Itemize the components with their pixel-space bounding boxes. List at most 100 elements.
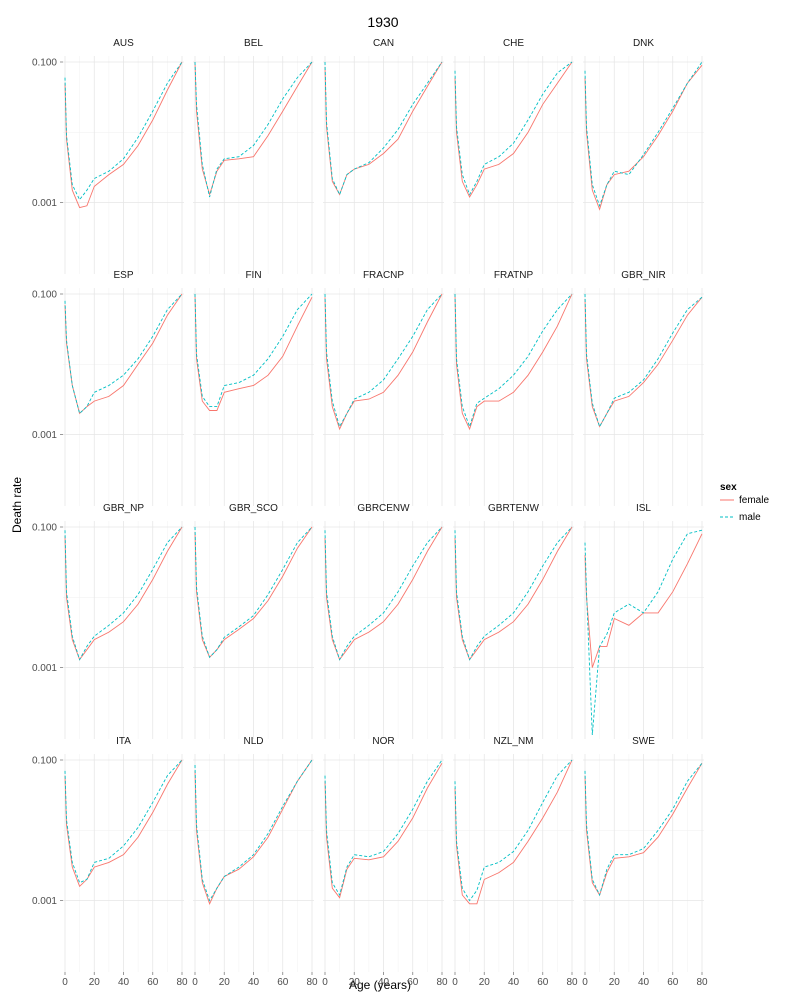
- facet-panel-gbr_nir: GBR_NIR: [583, 270, 704, 506]
- facet-panel-nzl_nm: NZL_NM: [453, 736, 574, 972]
- series-line-male: [194, 61, 313, 198]
- x-tick-label: 0: [192, 977, 198, 988]
- series-line-male: [324, 61, 443, 196]
- x-tick-label: 60: [667, 977, 679, 988]
- facet-panel-swe: SWE: [583, 736, 704, 972]
- facet-label: GBR_NP: [103, 503, 144, 514]
- x-tick-label: 20: [479, 977, 491, 988]
- x-tick-label: 0: [322, 977, 328, 988]
- x-tick-label: 40: [638, 977, 650, 988]
- x-tick-label: 80: [696, 977, 708, 988]
- facet-label: DNK: [633, 38, 654, 49]
- series-line-female: [194, 293, 313, 411]
- series-line-male: [584, 529, 703, 736]
- facet-panels: AUS BEL CAN CHE DNK ESP FIN FRACNP FRATNP GBR_NIR…: [63, 38, 704, 972]
- facet-label: NOR: [372, 736, 394, 747]
- facet-panel-esp: ESP: [63, 270, 184, 506]
- x-axis-title: Age (years): [349, 978, 411, 992]
- y-tick-label: 0.100: [32, 523, 57, 534]
- x-tick-label: 40: [118, 977, 130, 988]
- series-line-male: [584, 762, 703, 897]
- facet-panel-fin: FIN: [193, 270, 314, 506]
- x-tick-label: 80: [176, 977, 188, 988]
- series-line-female: [454, 293, 573, 431]
- facet-label: ISL: [636, 503, 651, 514]
- series-line-female: [324, 526, 443, 661]
- facet-label: CAN: [373, 38, 394, 49]
- series-line-female: [64, 61, 183, 209]
- x-tick-label: 20: [89, 977, 101, 988]
- facet-label: GBRTENW: [488, 503, 539, 514]
- facet-panel-dnk: DNK: [583, 38, 704, 274]
- x-tick-label: 60: [407, 977, 419, 988]
- series-line-female: [454, 759, 573, 905]
- y-tick-label: 0.001: [32, 896, 57, 907]
- series-line-male: [454, 759, 573, 902]
- series-line-female: [64, 526, 183, 661]
- series-line-male: [324, 526, 443, 661]
- legend-title: sex: [720, 482, 737, 493]
- y-tick-label: 0.001: [32, 430, 57, 441]
- series-line-female: [584, 762, 703, 897]
- x-tick-label: 40: [378, 977, 390, 988]
- facet-label: GBR_NIR: [621, 270, 665, 281]
- x-tick-label: 80: [436, 977, 448, 988]
- x-tick-label: 20: [349, 977, 361, 988]
- y-tick-label: 0.100: [32, 290, 57, 301]
- facet-panel-bel: BEL: [193, 38, 314, 274]
- facet-panel-nld: NLD: [193, 736, 314, 972]
- series-line-male: [454, 526, 573, 661]
- y-tick-label: 0.001: [32, 198, 57, 209]
- facet-panel-fratnp: FRATNP: [453, 270, 574, 506]
- facet-label: SWE: [632, 736, 655, 747]
- facet-panel-fracnp: FRACNP: [323, 270, 444, 506]
- series-line-female: [454, 526, 573, 661]
- x-tick-label: 0: [582, 977, 588, 988]
- x-tick-label: 80: [306, 977, 318, 988]
- facet-label: GBR_SCO: [229, 503, 278, 514]
- series-line-male: [584, 293, 703, 428]
- legend-label-female: female: [739, 495, 769, 506]
- series-line-female: [194, 526, 313, 659]
- facet-label: CHE: [503, 38, 524, 49]
- facet-label: ITA: [116, 736, 131, 747]
- facet-label: GBRCENW: [357, 503, 410, 514]
- y-axis-title: Death rate: [10, 477, 24, 533]
- facet-panel-can: CAN: [323, 38, 444, 274]
- facet-panel-nor: NOR: [323, 736, 444, 972]
- facet-panel-gbrtenw: GBRTENW: [453, 503, 574, 739]
- facet-label: NLD: [243, 736, 263, 747]
- series-line-female: [584, 296, 703, 428]
- series-line-male: [194, 293, 313, 408]
- x-tick-label: 60: [277, 977, 289, 988]
- facet-panel-gbr_np: GBR_NP: [63, 503, 184, 739]
- facet-label: FIN: [245, 270, 261, 281]
- series-line-male: [64, 293, 183, 415]
- series-line-female: [324, 762, 443, 899]
- x-tick-label: 40: [248, 977, 260, 988]
- chart-title: 1930: [367, 14, 398, 30]
- series-line-male: [324, 759, 443, 897]
- x-tick-label: 0: [452, 977, 458, 988]
- series-line-female: [64, 759, 183, 888]
- legend-label-male: male: [739, 512, 761, 523]
- facet-label: BEL: [244, 38, 263, 49]
- series-line-female: [454, 61, 573, 198]
- series-line-female: [194, 759, 313, 905]
- series-line-male: [194, 526, 313, 659]
- facet-panel-gbr_sco: GBR_SCO: [193, 503, 314, 739]
- facet-panel-che: CHE: [453, 38, 574, 274]
- x-tick-label: 20: [219, 977, 231, 988]
- series-line-male: [454, 293, 573, 429]
- x-tick-label: 0: [62, 977, 68, 988]
- x-tick-label: 40: [508, 977, 520, 988]
- x-tick-label: 20: [609, 977, 621, 988]
- series-line-male: [64, 61, 183, 201]
- y-tick-label: 0.100: [32, 58, 57, 69]
- series-line-male: [64, 759, 183, 884]
- y-tick-label: 0.100: [32, 756, 57, 767]
- facet-label: FRATNP: [494, 270, 534, 281]
- series-line-female: [584, 533, 703, 668]
- axes: 0.001 0.100 0.001 0.100 0.001 0.100 0.001 0.100…: [32, 58, 708, 989]
